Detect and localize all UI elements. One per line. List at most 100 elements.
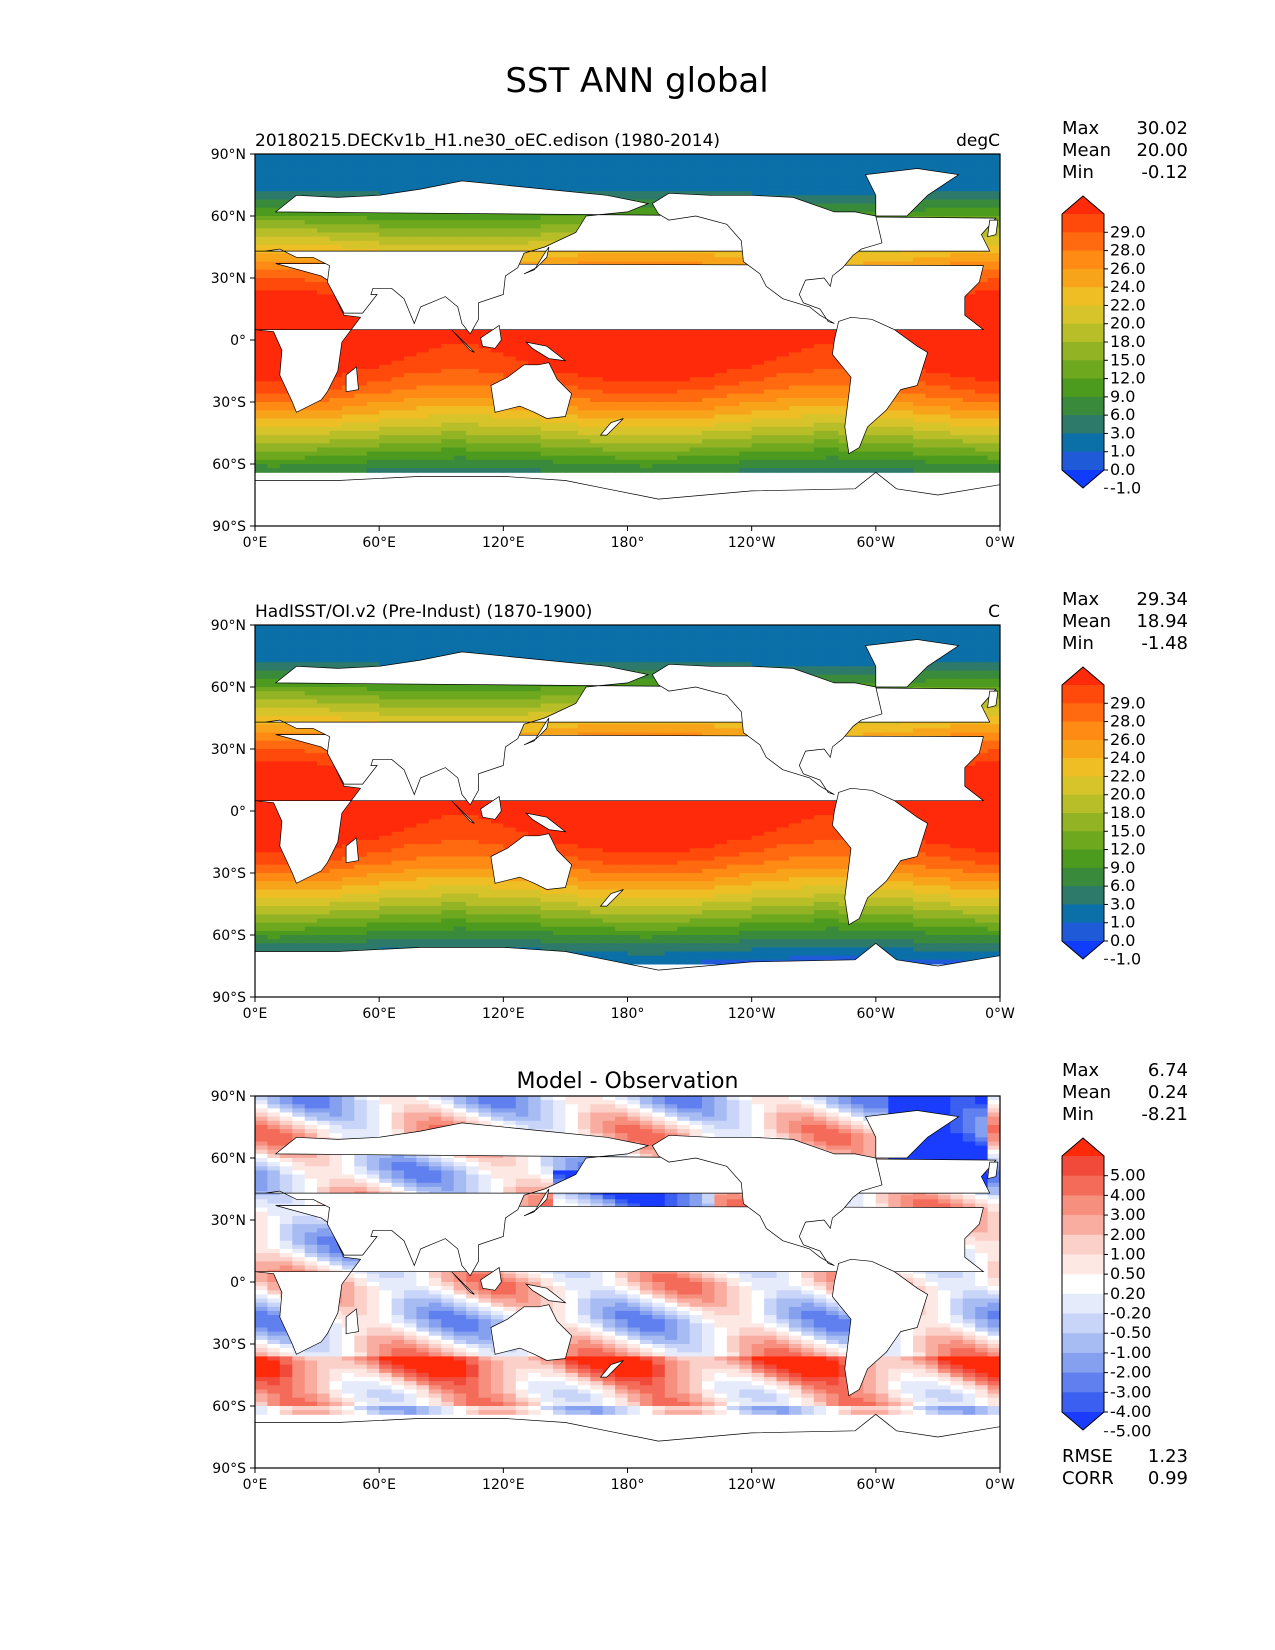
lon-tick-label: 120°E bbox=[482, 535, 525, 551]
colorbar-segment bbox=[1062, 1372, 1104, 1393]
lon-tick-label: 0°W bbox=[985, 535, 1015, 551]
colorbar-extend-top bbox=[1062, 667, 1104, 685]
stat-label: Min bbox=[1062, 1104, 1094, 1125]
coastline bbox=[255, 471, 1000, 526]
coastline bbox=[599, 889, 624, 907]
colorbar-label: 15.0 bbox=[1110, 350, 1146, 369]
colorbar-label: 1.0 bbox=[1110, 442, 1135, 461]
lon-tick-label: 0°W bbox=[985, 1006, 1015, 1022]
coastline bbox=[345, 366, 359, 393]
colorbar-segment bbox=[1062, 1156, 1104, 1177]
coastline bbox=[832, 787, 929, 926]
lon-tick-label: 60°W bbox=[856, 535, 895, 551]
coastline bbox=[525, 341, 567, 362]
panel-title-left: 20180215.DECKv1b_H1.ne30_oEC.edison (198… bbox=[255, 131, 720, 151]
colorbar-segment bbox=[1062, 849, 1104, 869]
stat-label: Max bbox=[1062, 1060, 1100, 1081]
colorbar-segment bbox=[1062, 776, 1104, 796]
lat-tick-label: 60°N bbox=[211, 1151, 246, 1167]
colorbar-segment bbox=[1062, 433, 1104, 453]
colorbar-label: 3.00 bbox=[1110, 1205, 1146, 1224]
colorbar-label: -0.50 bbox=[1110, 1323, 1151, 1342]
lon-tick-label: 0°W bbox=[985, 1477, 1015, 1493]
lat-tick-label: 0° bbox=[230, 333, 246, 349]
lat-tick-label: 30°N bbox=[211, 1213, 246, 1229]
colorbar-extend-bottom bbox=[1062, 470, 1104, 488]
coastline bbox=[255, 942, 1000, 997]
stat-label: Min bbox=[1062, 633, 1094, 654]
colorbar-label: -4.00 bbox=[1110, 1402, 1151, 1421]
lat-tick-label: 0° bbox=[230, 1275, 246, 1291]
lon-tick-label: 60°W bbox=[856, 1006, 895, 1022]
colorbar-segment bbox=[1062, 1333, 1104, 1354]
lat-tick-label: 30°S bbox=[212, 1337, 246, 1353]
lat-tick-label: 30°S bbox=[212, 866, 246, 882]
stat-value: -8.21 bbox=[1141, 1104, 1188, 1125]
colorbar-label: 1.00 bbox=[1110, 1244, 1146, 1263]
colorbar-label: -5.00 bbox=[1110, 1422, 1151, 1441]
colorbar-segment bbox=[1062, 758, 1104, 777]
colorbar-label: 20.0 bbox=[1110, 314, 1146, 333]
colorbar-label: 6.0 bbox=[1110, 405, 1135, 424]
lat-tick-label: 30°N bbox=[211, 271, 246, 287]
lat-tick-label: 60°S bbox=[212, 928, 246, 944]
colorbar-label: -2.00 bbox=[1110, 1363, 1151, 1382]
corr-label: CORR bbox=[1062, 1468, 1114, 1489]
lon-tick-label: 60°E bbox=[362, 1006, 396, 1022]
lon-tick-label: 180° bbox=[611, 535, 645, 551]
colorbar-segment bbox=[1062, 1215, 1104, 1236]
coastline bbox=[864, 168, 960, 217]
coastline bbox=[651, 192, 883, 324]
stat-label: Max bbox=[1062, 118, 1100, 139]
coastline bbox=[651, 663, 883, 795]
colorbar-segment bbox=[1062, 904, 1104, 924]
lat-tick-label: 60°S bbox=[212, 1399, 246, 1415]
colorbar-label: 9.0 bbox=[1110, 858, 1135, 877]
colorbar-segment bbox=[1062, 1392, 1104, 1413]
lat-tick-label: 90°S bbox=[212, 1461, 246, 1477]
stat-value: 20.00 bbox=[1136, 140, 1188, 161]
colorbar-segment bbox=[1062, 1254, 1104, 1275]
colorbar-segment bbox=[1062, 287, 1104, 306]
colorbar-label: 0.0 bbox=[1110, 931, 1135, 950]
coastline bbox=[255, 1413, 1000, 1468]
lon-tick-label: 120°W bbox=[728, 535, 776, 551]
coastline bbox=[490, 362, 572, 419]
rmse-value: 1.23 bbox=[1148, 1446, 1188, 1467]
lon-tick-label: 120°W bbox=[728, 1006, 776, 1022]
coastline bbox=[345, 1308, 359, 1335]
stat-value: -1.48 bbox=[1141, 633, 1188, 654]
colorbar-label: 12.0 bbox=[1110, 840, 1146, 859]
colorbar-segment bbox=[1062, 305, 1104, 325]
panel-title-right: C bbox=[988, 602, 1000, 622]
colorbar-label: 29.0 bbox=[1110, 693, 1146, 712]
colorbar-segment bbox=[1062, 685, 1104, 704]
colorbar-label: -1.0 bbox=[1110, 949, 1141, 968]
colorbar-label: 26.0 bbox=[1110, 259, 1146, 278]
colorbar-label: 3.0 bbox=[1110, 423, 1135, 442]
coastline bbox=[480, 324, 502, 349]
colorbar-extend-top bbox=[1062, 196, 1104, 214]
colorbar-label: 29.0 bbox=[1110, 222, 1146, 241]
lat-tick-label: 0° bbox=[230, 804, 246, 820]
lat-tick-label: 30°N bbox=[211, 742, 246, 758]
colorbar-label: 4.00 bbox=[1110, 1185, 1146, 1204]
rmse-label: RMSE bbox=[1062, 1446, 1113, 1467]
coastline bbox=[599, 418, 624, 436]
stat-label: Min bbox=[1062, 162, 1094, 183]
coastline bbox=[480, 1266, 502, 1291]
map-panel-2: 90°N 60°N 30°N 0° 30°S 60°S 90°S0°E 60°E 120°E 18… bbox=[211, 589, 1188, 1022]
colorbar-label: 18.0 bbox=[1110, 332, 1146, 351]
colorbar-label: 3.0 bbox=[1110, 894, 1135, 913]
stat-value: 0.24 bbox=[1148, 1082, 1188, 1103]
colorbar-label: -3.00 bbox=[1110, 1382, 1151, 1401]
colorbar-extend-bottom bbox=[1062, 1412, 1104, 1430]
colorbar-label: 18.0 bbox=[1110, 803, 1146, 822]
lat-tick-label: 90°N bbox=[211, 618, 246, 634]
colorbar-segment bbox=[1062, 721, 1104, 741]
colorbar-label: 0.0 bbox=[1110, 460, 1135, 479]
colorbar-label: 15.0 bbox=[1110, 821, 1146, 840]
coastline bbox=[525, 1283, 567, 1304]
lon-tick-label: 120°E bbox=[482, 1006, 525, 1022]
map-panel-3: 90°N 60°N 30°N 0° 30°S 60°S 90°S0°E 60°E 120°E 18… bbox=[211, 1060, 1188, 1493]
